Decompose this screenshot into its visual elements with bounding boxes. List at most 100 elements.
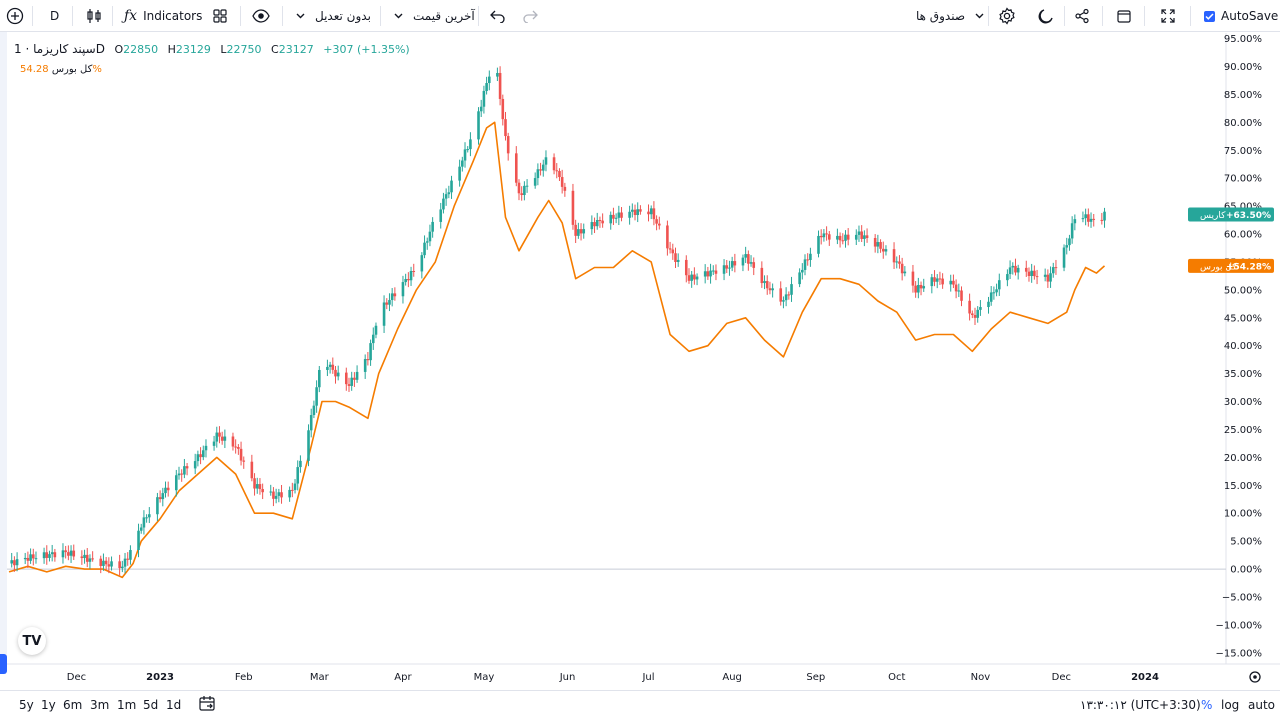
candle-body xyxy=(215,432,219,442)
candle-body xyxy=(42,552,46,559)
candle-body xyxy=(949,280,953,285)
y-tick-label: 75.00% xyxy=(1224,146,1262,157)
range-1y[interactable]: 1y xyxy=(41,698,56,712)
candle-body xyxy=(1008,267,1012,275)
candle-body xyxy=(628,211,631,218)
range-1d[interactable]: 1d xyxy=(166,698,182,712)
candle-body xyxy=(64,550,67,553)
candle-body xyxy=(161,493,165,500)
candle-body xyxy=(917,284,920,293)
candle-body xyxy=(121,566,124,569)
auto-toggle[interactable]: auto xyxy=(1248,698,1276,712)
theme-button[interactable] xyxy=(1038,0,1054,32)
add-symbol-button[interactable] xyxy=(6,0,24,32)
candle-body xyxy=(355,371,359,380)
candle-body xyxy=(911,271,915,286)
candle-body xyxy=(88,558,92,562)
candle-body xyxy=(80,556,84,559)
timeframe-button[interactable]: D xyxy=(50,9,60,23)
undo-button[interactable] xyxy=(490,0,506,32)
toolbar-divider xyxy=(478,6,479,26)
low-value: 22750 xyxy=(226,43,262,56)
range-1m[interactable]: 1m xyxy=(117,698,137,712)
candle-body xyxy=(533,178,537,186)
candle-body xyxy=(274,495,278,499)
candle-body xyxy=(979,307,982,310)
candle-body xyxy=(922,286,926,289)
candle-body xyxy=(164,487,167,494)
candle-body xyxy=(801,269,804,273)
candle-body xyxy=(1049,273,1052,282)
percent-toggle[interactable]: % xyxy=(1201,698,1213,712)
symbol-title[interactable]: سپند کاریزما · 1D xyxy=(14,42,105,56)
candle-body xyxy=(957,290,961,292)
drawing-panel-toggle[interactable] xyxy=(0,654,7,674)
candle-body xyxy=(752,262,756,268)
x-tick-label: Jul xyxy=(641,672,654,683)
share-button[interactable] xyxy=(1074,0,1090,32)
visibility-button[interactable] xyxy=(252,0,270,32)
indicators-button[interactable]: ƒx Indicators xyxy=(124,0,202,32)
redo-button[interactable] xyxy=(522,0,538,32)
toolbar-divider xyxy=(380,6,381,26)
candle-body xyxy=(199,454,202,458)
range-3m[interactable]: 3m xyxy=(90,698,110,712)
range-5d[interactable]: 5d xyxy=(143,698,159,712)
candle-body xyxy=(676,259,680,262)
autosave-toggle[interactable]: AutoSave xyxy=(1204,0,1278,32)
overlay-name[interactable]: کل بورس xyxy=(51,64,93,75)
candle-body xyxy=(666,225,669,249)
tradingview-logo[interactable]: TV xyxy=(18,627,46,655)
toolbar-divider xyxy=(1102,6,1103,26)
candle-body xyxy=(13,560,16,566)
indicators-label: Indicators xyxy=(143,9,203,23)
candle-body xyxy=(997,280,1001,290)
range-6m[interactable]: 6m xyxy=(63,698,83,712)
candle-body xyxy=(1070,223,1074,239)
toolbar-divider xyxy=(1190,6,1191,26)
main-last-label-bg xyxy=(1188,207,1274,222)
candle-body xyxy=(952,280,955,285)
candle-body xyxy=(277,492,281,496)
range-5y[interactable]: 5y xyxy=(19,698,34,712)
main-last-label-value: +63.50% xyxy=(1226,211,1271,221)
candle-body xyxy=(31,554,35,559)
x-tick-label: May xyxy=(474,672,495,683)
candle-body xyxy=(326,366,329,370)
y-tick-label: 30.00% xyxy=(1224,397,1262,408)
clock-time[interactable]: ۱۳:۳۰:۱۲ (UTC+3:30) xyxy=(1080,698,1201,712)
settings-button[interactable] xyxy=(998,0,1016,32)
candle-body xyxy=(1016,267,1020,273)
price-source-dropdown[interactable]: آخرین قیمت xyxy=(394,0,475,32)
layouts-button[interactable] xyxy=(212,0,228,32)
candle-body xyxy=(822,233,826,238)
candle-body xyxy=(344,372,348,385)
candle-body xyxy=(914,285,917,293)
candle-body xyxy=(1011,265,1015,268)
candle-body xyxy=(765,281,769,289)
log-toggle[interactable]: log xyxy=(1221,698,1240,712)
candle-body xyxy=(331,364,335,370)
candle-body xyxy=(709,270,712,277)
candle-body xyxy=(520,193,523,196)
x-tick-label: Jun xyxy=(559,672,576,683)
funds-dropdown[interactable]: صندوق ها xyxy=(916,0,984,32)
candle-body xyxy=(598,220,602,222)
candle-body xyxy=(142,517,146,528)
candle-body xyxy=(444,194,448,199)
candle-body xyxy=(577,229,580,236)
chart-type-button[interactable] xyxy=(86,0,102,32)
price-source-label: آخرین قیمت xyxy=(413,9,475,23)
fullscreen-button[interactable] xyxy=(1160,0,1176,32)
candle-body xyxy=(485,83,488,91)
chart-canvas[interactable]: 95.00% 90.00% 85.00% 80.00% 75.00% 70.00% 65.0… xyxy=(0,0,1280,690)
top-toolbar: D ƒx Indicators بدون تعدیل آخرین قیمت xyxy=(0,0,1280,32)
adjustment-dropdown[interactable]: بدون تعدیل xyxy=(296,0,371,32)
y-tick-label: −15.00% xyxy=(1215,648,1262,659)
grid-icon xyxy=(212,8,228,24)
x-tick-label: Sep xyxy=(806,672,825,683)
snapshot-button[interactable] xyxy=(1116,0,1132,32)
candle-body xyxy=(609,214,613,224)
goto-date-button[interactable] xyxy=(198,691,216,719)
moon-icon xyxy=(1038,8,1054,24)
